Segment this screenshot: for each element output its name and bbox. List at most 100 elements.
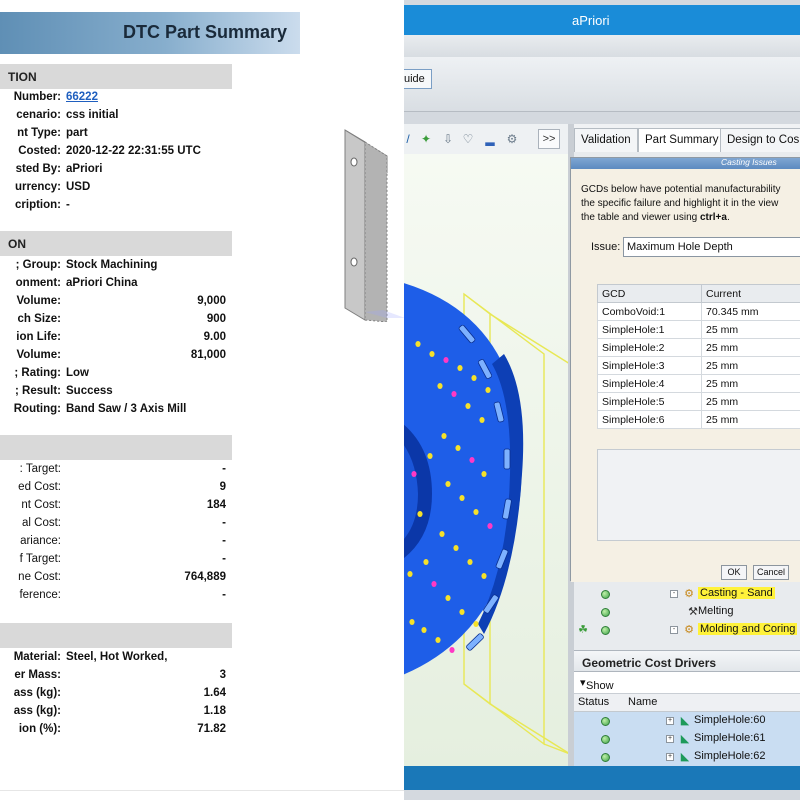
report-title-bar: DTC Part Summary (0, 12, 300, 54)
row-number: - (222, 535, 226, 547)
3d-viewport[interactable] (404, 154, 568, 766)
hole-marker (449, 647, 455, 653)
gcd-list: + ◣ SimpleHole:60 + ◣ SimpleHole:61 + ◣ SimpleHo… (574, 712, 800, 766)
table-row[interactable]: SimpleHole:6 25 mm (597, 410, 800, 429)
show-dropdown[interactable]: Show ▾ (574, 672, 800, 694)
hammer-icon: ⚒ (688, 606, 698, 618)
row-number: 9.00 (203, 331, 226, 343)
row-value: Steel, Hot Worked, (66, 651, 168, 663)
hole-marker (457, 365, 463, 371)
row-label: Costed: (18, 145, 61, 157)
tree-item[interactable]: ⚒ Melting (574, 603, 800, 621)
collapse-icon[interactable]: - (670, 590, 678, 598)
gcd-row[interactable]: + ◣ SimpleHole:60 (574, 712, 800, 730)
expand-icon[interactable]: + (666, 753, 674, 761)
report-row: f Target: - (0, 551, 232, 569)
issue-label: Issue: (591, 241, 621, 253)
hole-marker (445, 595, 451, 601)
column-header-status[interactable]: Status (578, 696, 610, 708)
gcd-panel-title: Geometric Cost Drivers (582, 656, 717, 670)
gcd-row[interactable]: + ◣ SimpleHole:62 (574, 748, 800, 766)
report-row: ch Size: 900 (0, 311, 232, 329)
hole-marker (443, 357, 449, 363)
report-row: Volume: 81,000 (0, 347, 232, 365)
ok-button[interactable]: OK (721, 565, 747, 580)
hole-marker (473, 509, 479, 515)
tab-design-to-cost[interactable]: Design to Cos (720, 128, 800, 152)
status-ok-icon (601, 608, 610, 617)
window-title: aPriori (572, 13, 610, 28)
status-ok-icon (601, 626, 610, 635)
show-text: Show (586, 680, 614, 692)
expand-icon[interactable]: + (666, 717, 674, 725)
table-row[interactable]: SimpleHole:4 25 mm (597, 374, 800, 393)
report-row: Volume: 9,000 (0, 293, 232, 311)
report-row: ; Result: Success (0, 383, 232, 401)
section-header-material (0, 623, 232, 648)
part-number-link[interactable]: 66222 (66, 91, 98, 103)
hole-marker (479, 417, 485, 423)
cancel-button[interactable]: Cancel (753, 565, 789, 580)
report-row: urrency: USD (0, 179, 232, 197)
stethoscope-icon[interactable]: ♡ (462, 132, 474, 146)
column-header-current[interactable]: Current (701, 284, 800, 303)
status-ok-icon (601, 590, 610, 599)
column-header-gcd[interactable]: GCD (597, 284, 702, 303)
dialog-caption-text: Casting Issues (721, 157, 777, 167)
expand-icon[interactable]: + (666, 735, 674, 743)
column-header-name[interactable]: Name (628, 696, 658, 708)
hole-marker (455, 445, 461, 451)
tab-validation[interactable]: Validation (574, 128, 638, 152)
table-row[interactable]: SimpleHole:2 25 mm (597, 338, 800, 357)
tree-item[interactable]: - ⚙ Molding and Coring (574, 621, 800, 639)
gcd-cell: SimpleHole:2 (597, 338, 702, 357)
row-number: 184 (206, 499, 226, 511)
table-row[interactable]: SimpleHole:3 25 mm (597, 356, 800, 375)
row-number: 81,000 (190, 349, 226, 361)
bar-chart-icon[interactable]: ▂ (485, 132, 495, 146)
hole-marker (469, 457, 475, 463)
instruction-line: the specific failure and highlight it in… (581, 198, 779, 209)
instruction-text: the table and viewer using (581, 212, 700, 223)
leaf-icon[interactable]: ✦ (420, 132, 432, 146)
hole-marker (423, 559, 429, 565)
download-icon[interactable]: ⇩ (442, 132, 454, 146)
report-row: Material: Steel, Hot Worked, (0, 649, 232, 667)
row-value: css initial (66, 109, 119, 121)
hole-marker (445, 481, 451, 487)
process-group-icon: ⚙ (684, 588, 694, 600)
status-ok-icon (601, 717, 610, 726)
guide-button[interactable]: uide (404, 69, 432, 89)
row-value: part (66, 127, 88, 139)
tree-item-label: Melting (698, 605, 734, 617)
rotate-icon[interactable]: / (406, 132, 410, 146)
hole-marker (421, 627, 427, 633)
status-bar (404, 766, 800, 790)
report-row: : Target: - (0, 461, 232, 479)
dialog-instructions: GCDs below have potential manufacturabil… (581, 183, 800, 225)
report-row: Costed: 2020-12-22 22:31:55 UTC (0, 143, 232, 161)
table-row[interactable]: SimpleHole:1 25 mm (597, 320, 800, 339)
tab-strip: Validation Part Summary Design to Cos (574, 124, 800, 152)
tree-item[interactable]: - ⚙ Casting - Sand (574, 585, 800, 603)
issue-select[interactable]: Maximum Hole Depth (623, 237, 800, 257)
table-row[interactable]: ComboVoid:1 70.345 mm (597, 302, 800, 321)
toolbar-overflow-button[interactable]: >> (538, 129, 560, 149)
collapse-icon[interactable]: - (670, 626, 678, 634)
settings-icon[interactable]: ⚙ (506, 132, 518, 146)
report-row: ference: - (0, 587, 232, 605)
row-label: al Cost: (22, 517, 61, 529)
table-row[interactable]: SimpleHole:5 25 mm (597, 392, 800, 411)
dialog-body: GCDs below have potential manufacturabil… (571, 169, 800, 582)
report-row: nt Cost: 184 (0, 497, 232, 515)
menu-bar (404, 35, 800, 57)
row-number: 900 (206, 313, 226, 325)
gcd-row[interactable]: + ◣ SimpleHole:61 (574, 730, 800, 748)
report-row: Number: 66222 (0, 89, 232, 107)
row-label: : Target: (19, 463, 61, 475)
row-number: - (222, 553, 226, 565)
tree-item-label: Molding and Coring (698, 623, 798, 635)
tab-part-summary[interactable]: Part Summary (638, 128, 726, 152)
hole-marker (435, 637, 441, 643)
brake-disc-model (404, 283, 568, 754)
